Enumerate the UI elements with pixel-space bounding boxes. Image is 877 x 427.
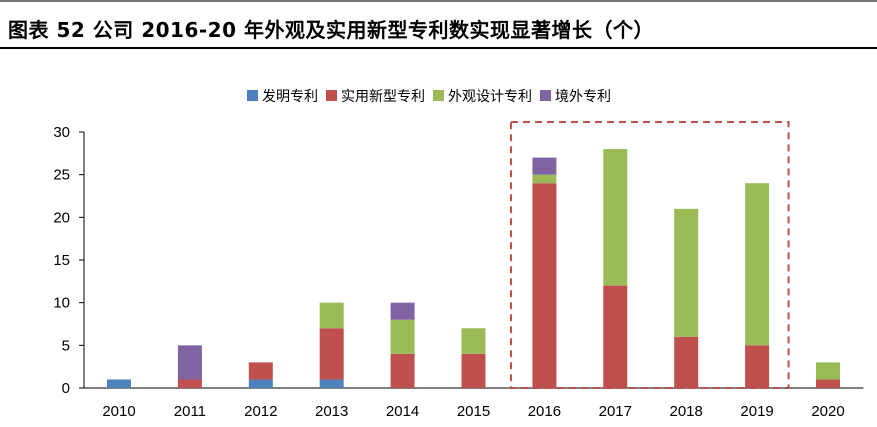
- y-tick-label: 10: [53, 295, 70, 312]
- bar-segment: [390, 319, 415, 354]
- bar-segment: [319, 302, 344, 329]
- legend-label: 外观设计专利: [448, 89, 532, 105]
- bar-segment: [248, 379, 273, 388]
- legend-swatch: [326, 90, 337, 101]
- y-tick-label: 15: [53, 252, 70, 269]
- x-tick-label: 2013: [315, 403, 348, 420]
- chart-title: 图表 52 公司 2016-20 年外观及实用新型专利数实现显著增长（个）: [8, 18, 654, 42]
- y-tick-label: 25: [53, 167, 70, 184]
- bar-segment: [532, 157, 557, 175]
- x-axis: 2010 2011 2012 2013 2014 2015 2016 2017 2018 2019…: [84, 387, 864, 420]
- bar-segment: [461, 328, 486, 354]
- bar-segment: [461, 353, 486, 388]
- x-tick-label: 2017: [599, 403, 632, 420]
- bar-segment: [745, 183, 770, 346]
- legend: 发明专利 实用新型专利 外观设计专利 境外专利: [247, 89, 611, 105]
- legend-label: 实用新型专利: [341, 89, 425, 105]
- bar-segment: [248, 362, 273, 380]
- top-border: [0, 0, 877, 2]
- y-tick-label: 0: [62, 380, 70, 397]
- x-tick-label: 2016: [528, 403, 561, 420]
- bar-segment: [532, 183, 557, 388]
- bar-segment: [674, 336, 699, 388]
- bar-segment: [816, 379, 840, 388]
- bar-segment: [674, 208, 699, 337]
- bar-segment: [745, 345, 770, 388]
- highlight-box: [509, 121, 790, 389]
- bar-segment: [603, 285, 628, 388]
- bar-segment: [177, 379, 202, 388]
- x-tick-label: 2014: [386, 403, 419, 420]
- bar-segment: [107, 379, 131, 388]
- legend-swatch: [433, 90, 444, 101]
- legend-label: 发明专利: [262, 89, 318, 105]
- y-tick-label: 20: [53, 209, 70, 226]
- bar-segment: [532, 174, 557, 184]
- title-underline: [0, 47, 877, 49]
- bar-segment: [603, 149, 628, 286]
- legend-label: 境外专利: [555, 89, 611, 105]
- x-tick-label: 2020: [811, 403, 844, 420]
- bar-segment: [319, 328, 344, 380]
- x-tick-label: 2010: [102, 403, 135, 420]
- x-tick-label: 2019: [740, 403, 773, 420]
- x-tick-label: 2012: [244, 403, 277, 420]
- bar-segment: [319, 379, 344, 388]
- x-tick-label: 2018: [670, 403, 703, 420]
- legend-swatch: [540, 90, 551, 101]
- bar-segment: [390, 353, 415, 388]
- x-tick-label: 2011: [174, 403, 206, 420]
- legend-swatch: [247, 90, 258, 101]
- y-axis: 0 5 10 15 20 25 30: [53, 124, 85, 397]
- x-tick-label: 2015: [457, 403, 490, 420]
- bar-segment: [177, 345, 202, 380]
- bars: [107, 149, 840, 388]
- bar-segment: [390, 302, 415, 320]
- y-tick-label: 30: [53, 124, 70, 141]
- bar-segment: [816, 362, 840, 380]
- y-tick-label: 5: [62, 337, 70, 354]
